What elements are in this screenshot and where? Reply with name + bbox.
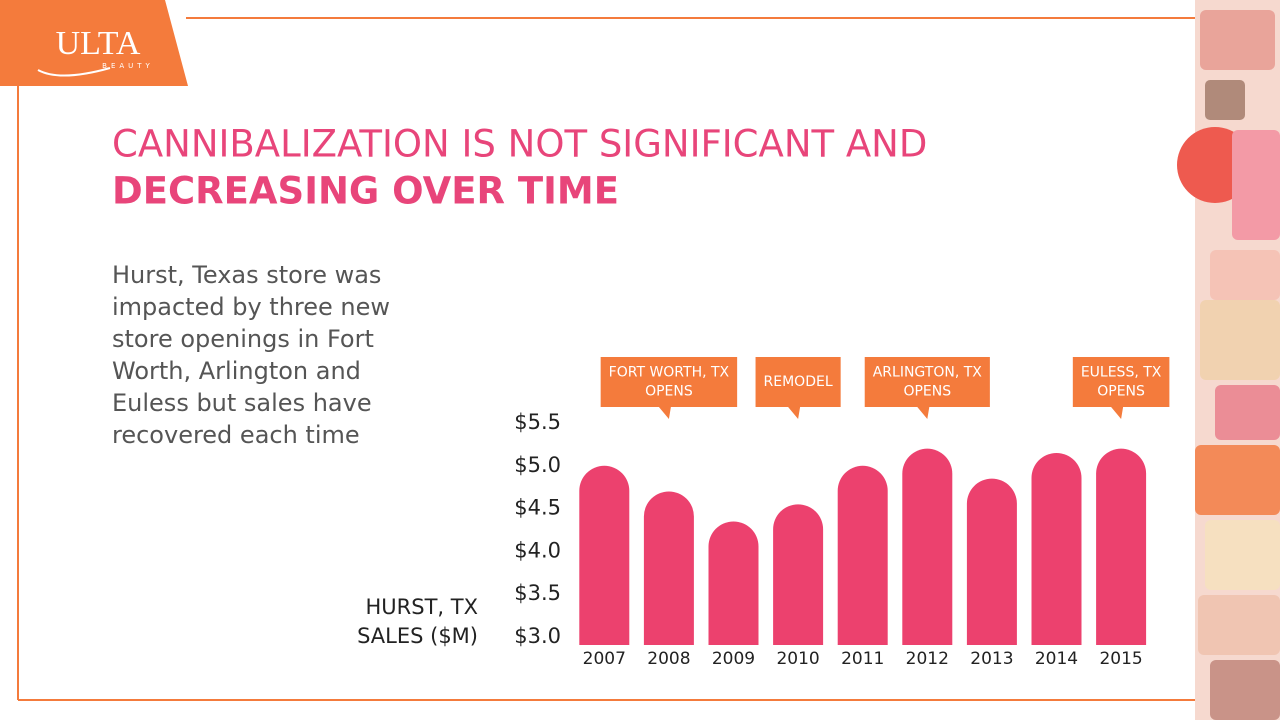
y-tick-label: $3.5 [514, 581, 561, 605]
annotation: REMODEL [755, 357, 841, 419]
y-tick-label: $4.0 [514, 538, 561, 562]
y-tick-label: $4.5 [514, 496, 561, 520]
description-line: recovered each time [112, 421, 360, 449]
bar [837, 465, 888, 645]
annotation-text: REMODEL [764, 374, 833, 390]
x-tick-label: 2014 [1035, 649, 1078, 669]
bar [1031, 452, 1082, 645]
logo-sub: BEAUTY [102, 62, 154, 70]
x-tick-label: 2008 [647, 649, 690, 669]
annotation-box [600, 357, 738, 419]
bar [902, 448, 953, 645]
x-tick-label: 2009 [712, 649, 755, 669]
annotation: EULESS, TX OPENS [1072, 357, 1170, 419]
annotation-text: OPENS [903, 384, 951, 400]
logo-swoosh [37, 67, 111, 77]
description-line: Hurst, Texas store was [112, 261, 381, 289]
makeup-decoration [1177, 0, 1280, 720]
x-tick-label: 2012 [906, 649, 949, 669]
logo-tab [0, 0, 188, 86]
y-tick-label: $3.0 [514, 624, 561, 648]
bar [1096, 448, 1147, 645]
annotation: FORT WORTH, TX OPENS [600, 357, 738, 419]
bar [966, 478, 1017, 645]
x-tick-label: 2015 [1099, 649, 1142, 669]
y-tick-label: $5.0 [514, 453, 561, 477]
annotation-box [864, 357, 990, 419]
annotation-text: EULESS, TX [1081, 365, 1162, 381]
annotation-box [755, 357, 841, 419]
x-tick-label: 2011 [841, 649, 884, 669]
y-axis-label: HURST, TX [366, 595, 478, 619]
bar [579, 465, 630, 645]
x-tick-label: 2013 [970, 649, 1013, 669]
description-line: impacted by three new [112, 293, 390, 321]
annotation-text: ARLINGTON, TX [873, 365, 983, 381]
logo-brand: ULTA [56, 25, 141, 62]
y-axis-label: SALES ($M) [357, 624, 478, 648]
annotation-text: OPENS [645, 384, 693, 400]
frame [17, 17, 1230, 701]
annotation-box [1072, 357, 1170, 419]
bar [773, 504, 824, 645]
description-line: Euless but sales have [112, 389, 372, 417]
annotation-text: OPENS [1097, 384, 1145, 400]
bar [708, 521, 759, 645]
title-line: CANNIBALIZATION IS NOT SIGNIFICANT AND [112, 123, 927, 166]
description-line: Worth, Arlington and [112, 357, 361, 385]
bar [643, 491, 694, 645]
annotation: ARLINGTON, TX OPENS [864, 357, 990, 419]
x-tick-label: 2010 [776, 649, 819, 669]
y-tick-label: $5.5 [514, 410, 561, 434]
title-line: DECREASING OVER TIME [112, 170, 619, 213]
annotation-text: FORT WORTH, TX [609, 365, 730, 381]
x-tick-label: 2007 [583, 649, 626, 669]
description-line: store openings in Fort [112, 325, 374, 353]
